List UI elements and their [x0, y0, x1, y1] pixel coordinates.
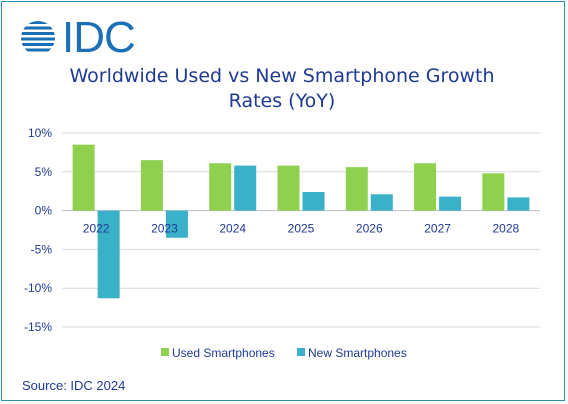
x-axis-ticks: 2022 2023 2024 2025 2026 2027 2028 — [83, 222, 520, 236]
bar-new-2026 — [370, 194, 393, 211]
legend-swatch — [161, 348, 169, 356]
y-tick-label: -10% — [24, 281, 52, 295]
legend: Used Smartphones New Smartphones — [161, 346, 407, 360]
bar-new-2028 — [507, 197, 530, 211]
idc-logo: IDC — [18, 13, 136, 62]
chart-title-line-1: Worldwide Used vs New Smartphone Growth — [69, 65, 495, 87]
bar-new-2023 — [165, 210, 188, 238]
x-tick-label: 2024 — [219, 222, 246, 236]
y-axis-ticks: 10% 5% 0% -5% -10% -15% — [24, 126, 52, 334]
logo-text: IDC — [62, 13, 136, 62]
x-tick-label: 2026 — [356, 222, 383, 236]
y-tick-label: 0% — [35, 204, 53, 218]
legend-swatch — [297, 348, 305, 356]
legend-label: Used Smartphones — [172, 346, 275, 360]
x-tick-label: 2022 — [83, 222, 110, 236]
y-tick-label: -15% — [24, 320, 52, 334]
globe-icon — [21, 21, 55, 52]
bar-new-2027 — [439, 196, 462, 211]
bar-used-2025 — [277, 165, 300, 211]
source-note: Source: IDC 2024 — [22, 378, 126, 393]
bar-new-2025 — [302, 191, 325, 211]
bar-used-2024 — [209, 163, 232, 211]
x-tick-label: 2023 — [151, 222, 178, 236]
bar-used-2028 — [482, 173, 505, 211]
y-tick-label: -5% — [31, 242, 53, 256]
y-tick-label: 10% — [28, 126, 52, 140]
bar-new-2022 — [97, 210, 120, 299]
bar-used-2022 — [72, 144, 95, 211]
chart-title: Worldwide Used vs New Smartphone Growth … — [0, 64, 564, 114]
bar-used-2026 — [345, 167, 368, 211]
y-tick-label: 5% — [35, 165, 53, 179]
bar-new-2024 — [234, 165, 257, 211]
x-tick-label: 2027 — [424, 222, 451, 236]
bar-used-2023 — [140, 160, 163, 211]
chart-title-line-2: Rates (YoY) — [228, 90, 336, 112]
x-tick-label: 2025 — [288, 222, 315, 236]
bar-used-2027 — [414, 163, 437, 211]
legend-label: New Smartphones — [308, 346, 407, 360]
x-tick-label: 2028 — [493, 222, 520, 236]
bars — [72, 144, 530, 299]
